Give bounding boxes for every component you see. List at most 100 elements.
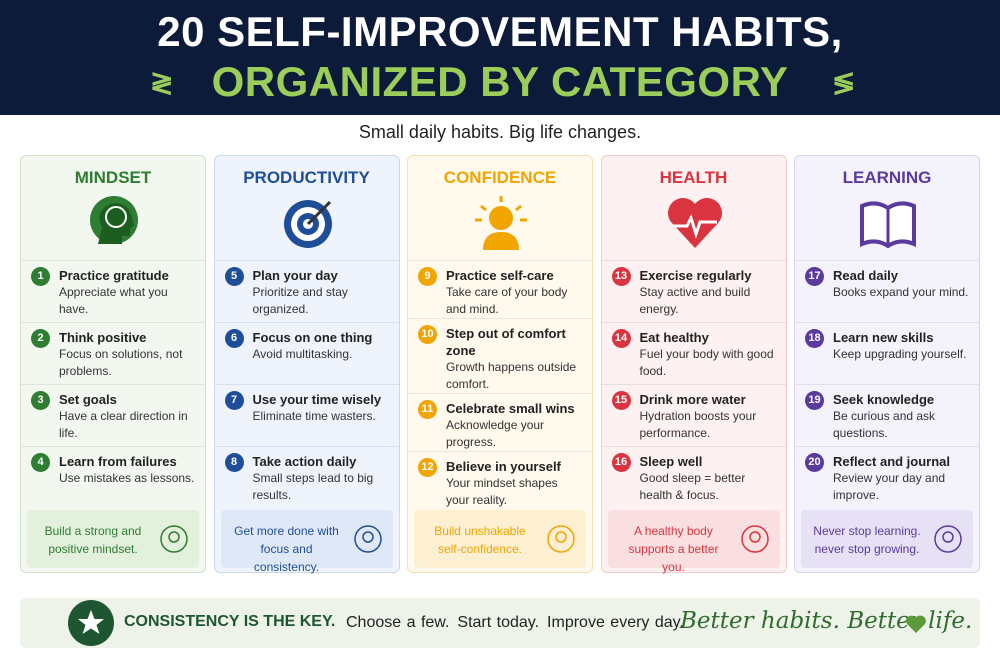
habit: 18 Learn new skills Keep upgrading yoursel… <box>795 322 979 384</box>
category-note: Build a strong and positive mindset. <box>27 510 199 568</box>
habit: 15 Drink more water Hydration boosts your … <box>601 384 786 446</box>
category-card: CONFIDENCE 9 Practice self-care Take care o… <box>407 155 593 573</box>
category-name: CONFIDENCE <box>443 168 557 187</box>
habit: 2 Think positive Focus on solutions, not p… <box>21 322 205 384</box>
habit-description: Stay active and build energy. <box>639 285 751 316</box>
habit-number: 1 <box>31 267 50 286</box>
category-icon <box>858 192 918 257</box>
step: Choose a few. <box>346 614 450 631</box>
banner-key: CONSISTENCY IS THE KEY. <box>124 613 336 630</box>
habit-description: Focus on solutions, not problems. <box>59 347 183 378</box>
habit-number: 11 <box>418 400 437 419</box>
category-icon <box>471 192 531 257</box>
decoration: ≶ <box>832 67 856 98</box>
habit-description: Avoid multitasking. <box>252 347 353 361</box>
habit-title: Read daily <box>833 268 899 283</box>
icon <box>283 200 332 248</box>
habit-title: Use your time wisely <box>252 392 382 407</box>
habit-number: 18 <box>805 329 824 348</box>
habit-description: Books expand your mind. <box>833 285 969 299</box>
habit-description: Hydration boosts your performance. <box>639 409 757 440</box>
habit-number: 14 <box>611 329 631 348</box>
habit-description: Small steps lead to big results. <box>252 471 374 502</box>
habit-description: Have a clear direction in life. <box>59 409 188 440</box>
banner-steps: Choose a few. Start today. Improve every d… <box>346 614 692 632</box>
habit-description: Prioritize and stay organized. <box>252 285 348 316</box>
note-icon <box>160 525 188 553</box>
category-icon <box>278 192 338 257</box>
note-icon <box>934 525 962 553</box>
habit-title: Practice self-care <box>446 268 554 283</box>
title: ORGANIZED BY CATEGORY <box>211 58 789 105</box>
step: Start today. <box>457 614 540 631</box>
icon <box>860 201 916 249</box>
habit-description: Take care of your body and mind. <box>446 285 568 316</box>
habit-number: 20 <box>805 453 824 472</box>
habit-title: Eat healthy <box>639 330 709 345</box>
habit: 6 Focus on one thing Avoid multitasking. <box>214 322 399 384</box>
category-name: LEARNING <box>842 168 932 187</box>
heart-icon <box>906 615 926 633</box>
habit-number: 8 <box>224 453 244 472</box>
habit: 11 Celebrate small wins Acknowledge your p… <box>408 393 592 451</box>
header: 20 SELF-IMPROVEMENT HABITS, ≷ ORGANIZED … <box>0 0 1000 115</box>
note-text: A healthy body supports a better you. <box>628 524 719 574</box>
note-text: Never stop learning. never stop growing. <box>813 524 921 556</box>
habit-description: Use mistakes as lessons. <box>59 471 195 485</box>
habit-title: Seek knowledge <box>833 392 935 407</box>
habit: 20 Reflect and journal Review your day and… <box>795 446 979 508</box>
habit-title: Set goals <box>59 392 117 407</box>
note-text: Build unshakable self-confidence. <box>434 524 526 556</box>
step: Improve every day. <box>547 614 684 631</box>
habit-description: Growth happens outside comfort. <box>446 360 577 391</box>
habit: 5 Plan your day Prioritize and stay organi… <box>214 260 399 322</box>
habit-description: Fuel your body with good food. <box>639 347 774 378</box>
motto: Better habits. Better life. <box>680 608 973 634</box>
habit-number: 10 <box>418 325 437 344</box>
category-note: A healthy body supports a better you. <box>607 510 780 574</box>
habit-title: Take action daily <box>252 454 357 469</box>
habit-description: Be curious and ask questions. <box>833 409 936 440</box>
habit-title: Sleep well <box>639 454 703 469</box>
decoration: ≷ <box>150 67 174 98</box>
habit-number: 16 <box>611 453 631 472</box>
category-card: HEALTH 13 Exercise regularly Stay active an… <box>600 155 787 574</box>
icon <box>667 198 722 248</box>
category-note: Build unshakable self-confidence. <box>414 510 586 568</box>
habit-description: Acknowledge your progress. <box>446 418 545 449</box>
habit: 4 Learn from failures Use mistakes as less… <box>21 446 205 508</box>
habit-title: Step out of comfort zone <box>446 326 566 358</box>
habit-title: Exercise regularly <box>639 268 752 283</box>
habit-title: Drink more water <box>639 392 746 407</box>
habit-number: 7 <box>224 391 244 410</box>
habit: 19 Seek knowledge Be curious and ask quest… <box>795 384 979 446</box>
note-icon <box>740 525 769 553</box>
habit-description: Good sleep = better health & focus. <box>639 471 746 502</box>
habit-title: Learn new skills <box>833 330 934 345</box>
category-name: HEALTH <box>659 168 728 187</box>
habit-description: Review your day and improve. <box>833 471 946 502</box>
habit: 8 Take action daily Small steps lead to bi… <box>214 446 399 508</box>
habit: 3 Set goals Have a clear direction in life… <box>21 384 205 446</box>
icon <box>475 196 527 250</box>
habit-title: Focus on one thing <box>252 330 373 345</box>
habit-list: 13 Exercise regularly Stay active and buil… <box>601 260 786 508</box>
note-text: Get more done with focus and consistency… <box>234 524 339 574</box>
category-name: MINDSET <box>74 168 152 187</box>
habit-number: 15 <box>611 391 631 410</box>
category-icon <box>665 192 725 257</box>
title: 20 SELF-IMPROVEMENT HABITS, <box>157 8 843 55</box>
note-text: Build a strong and positive mindset. <box>44 524 142 556</box>
habit-description: Appreciate what you have. <box>59 285 168 316</box>
habit-number: 17 <box>805 267 824 286</box>
habit: 16 Sleep well Good sleep = better health &… <box>601 446 786 508</box>
habit-title: Plan your day <box>252 268 338 283</box>
habit: 10 Step out of comfort zone Growth happens… <box>408 318 592 393</box>
habit: 13 Exercise regularly Stay active and buil… <box>601 260 786 322</box>
habit-title: Believe in yourself <box>446 459 561 474</box>
note-icon <box>547 525 575 553</box>
subtitle: Small daily habits. Big life changes. <box>358 122 642 142</box>
habit: 14 Eat healthy Fuel your body with good fo… <box>601 322 786 384</box>
habit-description: Keep upgrading yourself. <box>833 347 967 361</box>
habit: 12 Believe in yourself Your mindset shapes… <box>408 451 592 509</box>
